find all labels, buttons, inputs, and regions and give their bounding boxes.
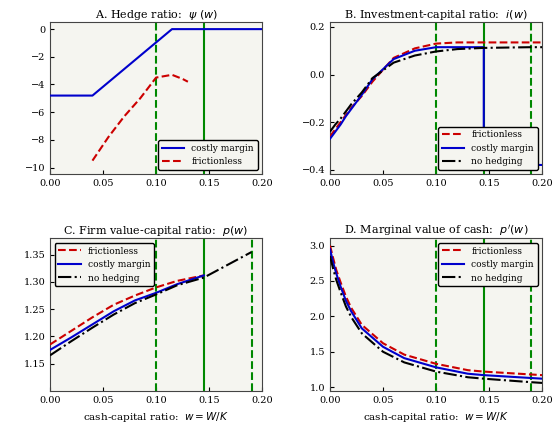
Title: C. Firm value-capital ratio:  $p(w)$: C. Firm value-capital ratio: $p(w)$	[63, 224, 249, 238]
Title: D. Marginal value of cash:  $p'(w)$: D. Marginal value of cash: $p'(w)$	[344, 223, 528, 238]
Legend: frictionless, costly margin, no hedging: frictionless, costly margin, no hedging	[54, 243, 154, 286]
Title: B. Investment-capital ratio:  $i(w)$: B. Investment-capital ratio: $i(w)$	[344, 8, 528, 22]
Title: A. Hedge ratio:  $\psi$ $(w)$: A. Hedge ratio: $\psi$ $(w)$	[95, 8, 217, 22]
Legend: frictionless, costly margin, no hedging: frictionless, costly margin, no hedging	[438, 243, 538, 286]
Legend: costly margin, frictionless: costly margin, frictionless	[158, 140, 257, 170]
X-axis label: cash-capital ratio:  $w = W/K$: cash-capital ratio: $w = W/K$	[83, 410, 229, 424]
Legend: frictionless, costly margin, no hedging: frictionless, costly margin, no hedging	[438, 127, 538, 170]
X-axis label: cash-capital ratio:  $w = W/K$: cash-capital ratio: $w = W/K$	[363, 410, 509, 424]
